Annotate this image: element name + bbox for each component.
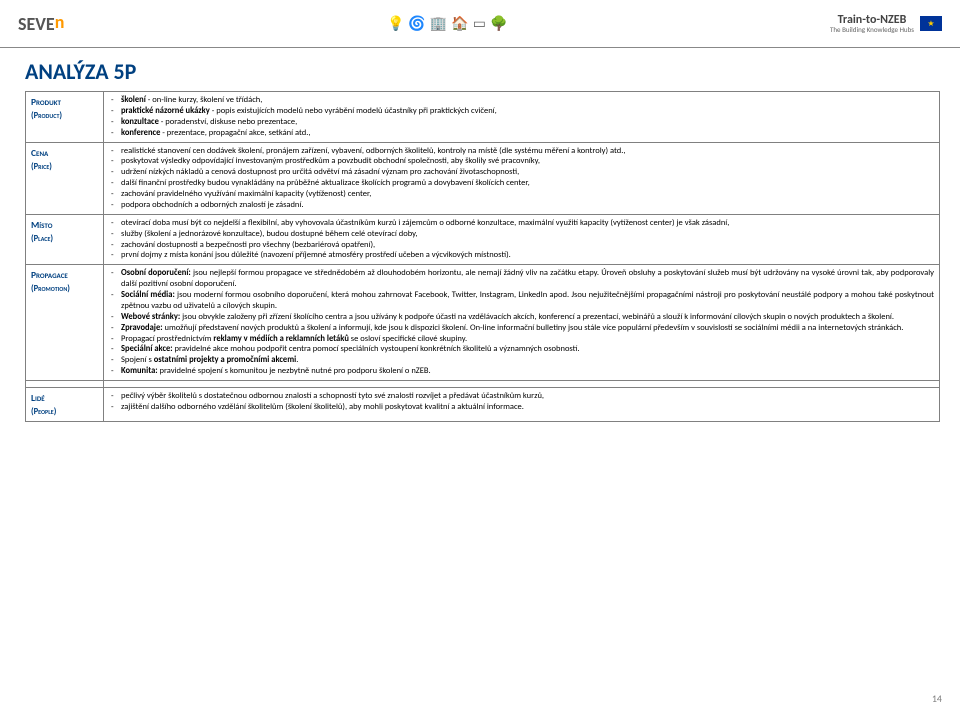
seven-logo: SEVEn [18, 13, 64, 35]
eu-flag-icon: ★ [920, 16, 942, 31]
list-item: Sociální média: jsou moderní formou osob… [109, 290, 934, 312]
list-item: udržení nízkých nákladů a cenová dostupn… [109, 167, 934, 178]
list-item: Komunita: pravidelné spojení s komunitou… [109, 366, 934, 377]
lightbulb-icon: 💡 [387, 15, 404, 32]
tree-icon: 🌳 [490, 15, 507, 32]
label-misto: Místo (Place) [26, 214, 104, 265]
list-item: Zpravodaje: umožňují představení nových … [109, 323, 934, 334]
list-item: Propagací prostřednictvím reklamy v médi… [109, 334, 934, 345]
train-nzeb-logo: Train-to-NZEB The Building Knowledge Hub… [830, 14, 914, 33]
list-item: první dojmy z místa konání jsou důležité… [109, 250, 934, 261]
cell-misto: otevírací doba musí být co nejdelší a fl… [104, 214, 940, 265]
list-item: Spojení s ostatními projekty a promočním… [109, 355, 934, 366]
windmill-icon: 🌀 [408, 15, 425, 32]
list-item: konference - prezentace, propagační akce… [109, 128, 934, 139]
list-item: Webové stránky: jsou obvykle založeny př… [109, 312, 934, 323]
row-propagace: Propagace (Promotion) Osobní doporučení:… [26, 265, 940, 381]
list-item: poskytovat výsledky odpovídající investo… [109, 156, 934, 167]
page-content: ANALÝZA 5P Produkt (Product) školení - o… [0, 48, 960, 422]
list-item: Speciální akce: pravidelné akce mohou po… [109, 344, 934, 355]
five-p-table: Produkt (Product) školení - on-line kurz… [25, 91, 940, 422]
row-misto: Místo (Place) otevírací doba musí být co… [26, 214, 940, 265]
list-item: zajištění dalšího odborného vzdělání ško… [109, 402, 934, 413]
list-item: realistické stanovení cen dodávek školen… [109, 146, 934, 157]
cell-produkt: školení - on-line kurzy, školení ve tříd… [104, 92, 940, 143]
list-item: zachování dostupnosti a bezpečnosti pro … [109, 240, 934, 251]
list-item: konzultace - poradenství, diskuse nebo p… [109, 117, 934, 128]
left-logo-block: SEVEn [18, 13, 64, 35]
label-icon: ▭ [473, 15, 486, 32]
list-item: další finanční prostředky budou vynaklád… [109, 178, 934, 189]
row-cena: Cena (Price) realistické stanovení cen d… [26, 142, 940, 214]
building-icon: 🏢 [430, 15, 447, 32]
list-item: praktické názorné ukázky - popis existuj… [109, 106, 934, 117]
seven-logo-accent: n [55, 11, 65, 33]
house-icon: 🏠 [451, 15, 468, 32]
seven-logo-text: SEVE [18, 13, 55, 35]
list-item: zachování pravidelného využívání maximál… [109, 189, 934, 200]
page-title: ANALÝZA 5P [25, 58, 940, 85]
list-item: služby (školení a jednorázové konzultace… [109, 229, 934, 240]
page-header: SEVEn 💡 🌀 🏢 🏠 ▭ 🌳 Train-to-NZEB The Buil… [0, 0, 960, 48]
label-cena: Cena (Price) [26, 142, 104, 214]
row-lide: Lidé (People) pečlivý výběr školitelů s … [26, 388, 940, 422]
cell-lide: pečlivý výběr školitelů s dostatečnou od… [104, 388, 940, 422]
row-produkt: Produkt (Product) školení - on-line kurz… [26, 92, 940, 143]
page-number: 14 [932, 692, 942, 705]
list-item: otevírací doba musí být co nejdelší a fl… [109, 218, 934, 229]
right-logo-line2: The Building Knowledge Hubs [830, 26, 914, 33]
list-item: školení - on-line kurzy, školení ve tříd… [109, 95, 934, 106]
cell-propagace: Osobní doporučení: jsou nejlepší formou … [104, 265, 940, 381]
list-item: Osobní doporučení: jsou nejlepší formou … [109, 268, 934, 290]
list-item: podpora obchodních a odborných znalostí … [109, 200, 934, 211]
right-logo-block: Train-to-NZEB The Building Knowledge Hub… [830, 14, 942, 33]
label-propagace: Propagace (Promotion) [26, 265, 104, 381]
label-produkt: Produkt (Product) [26, 92, 104, 143]
header-icon-row: 💡 🌀 🏢 🏠 ▭ 🌳 [387, 15, 507, 32]
cell-cena: realistické stanovení cen dodávek školen… [104, 142, 940, 214]
list-item: pečlivý výběr školitelů s dostatečnou od… [109, 391, 934, 402]
label-lide: Lidé (People) [26, 388, 104, 422]
